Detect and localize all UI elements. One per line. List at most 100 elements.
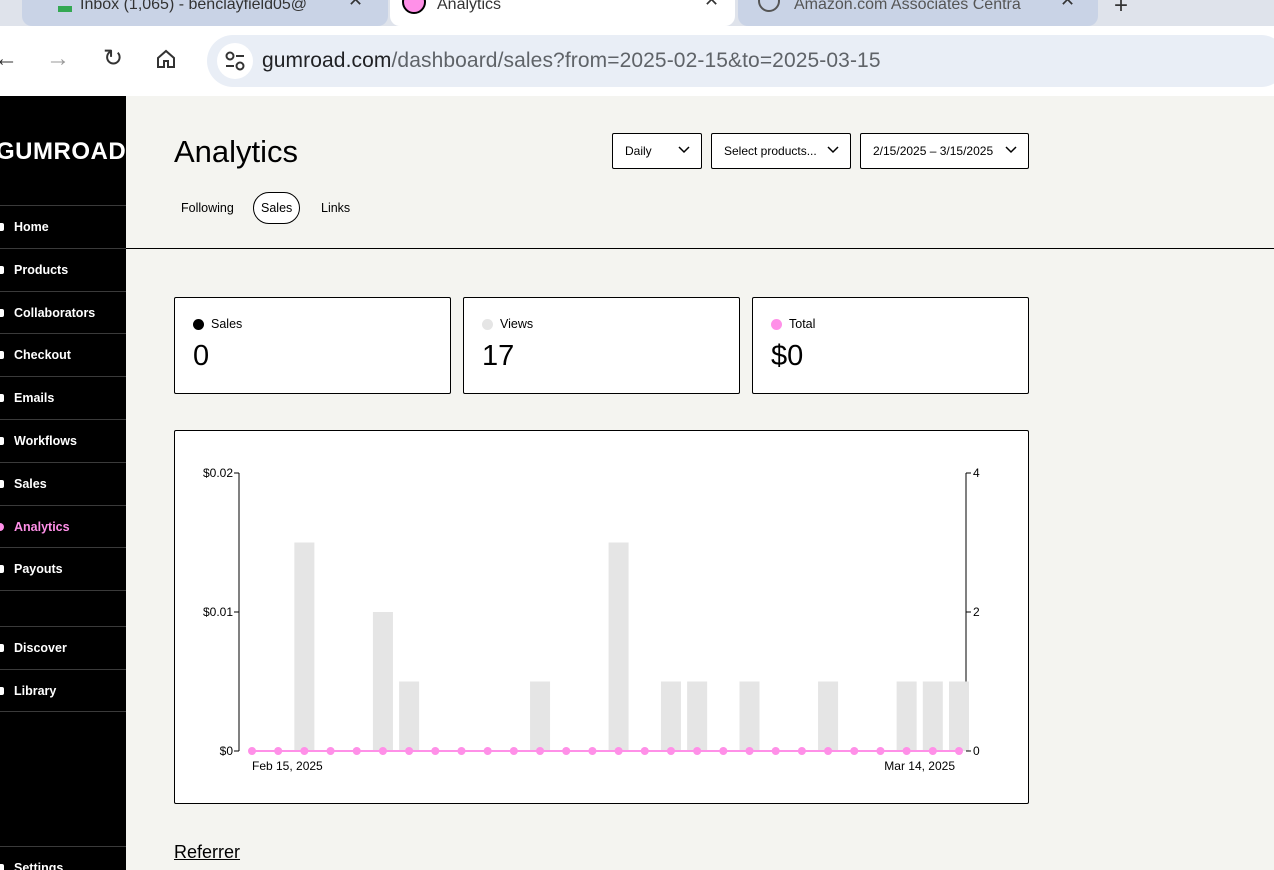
total-point xyxy=(745,747,754,755)
sidebar-item-collaborators[interactable]: Collaborators xyxy=(0,291,126,333)
products-icon xyxy=(0,265,4,274)
stat-card-views: Views 17 xyxy=(463,297,740,394)
site-settings-icon[interactable] xyxy=(217,43,253,79)
close-icon[interactable]: ✕ xyxy=(348,0,364,10)
tab-sales[interactable]: Sales xyxy=(253,192,301,224)
total-point xyxy=(850,747,859,755)
tab-following[interactable]: Following xyxy=(181,201,234,215)
views-bar xyxy=(949,681,969,751)
referrer-heading[interactable]: Referrer xyxy=(174,842,241,862)
stat-card-sales: Sales 0 xyxy=(174,297,451,394)
sidebar-item-label: Collaborators xyxy=(14,305,96,320)
total-point xyxy=(248,747,256,755)
close-icon[interactable]: ✕ xyxy=(704,0,720,10)
views-bar xyxy=(530,681,551,751)
gmail-favicon-icon xyxy=(58,6,72,12)
sales-chart: $0 $0.01 $0.02 0 2 4 Feb 15, 2025 Mar 14, 2025 xyxy=(174,430,1029,804)
sidebar-item-library[interactable]: Library xyxy=(0,669,126,711)
total-point xyxy=(955,747,963,755)
browser-tab-inbox[interactable]: Inbox (1,065) - benclayfield05@ ✕ xyxy=(22,0,388,26)
aggregation-select-value: Daily xyxy=(625,144,652,158)
chevron-down-icon xyxy=(1005,146,1017,154)
url-text: gumroad.com/dashboard/sales?from=2025-02… xyxy=(262,49,881,73)
views-bar xyxy=(896,681,917,751)
total-point xyxy=(352,747,361,755)
total-point xyxy=(719,747,728,755)
chevron-down-icon xyxy=(827,146,839,154)
browser-toolbar: ← → ↻ gumroad.com/dashboard/sales?from=2… xyxy=(0,26,1274,96)
sidebar-item-label: Emails xyxy=(14,390,55,405)
date-range-select[interactable]: 2/15/2025 – 3/15/2025 xyxy=(860,133,1029,169)
products-select[interactable]: Select products... xyxy=(711,133,851,169)
tab-title: Analytics xyxy=(437,0,502,13)
right-tick-label: 4 xyxy=(973,466,980,480)
browser-tab-amazon[interactable]: Amazon.com Associates Centra ✕ xyxy=(738,0,1098,26)
sidebar-item-analytics[interactable]: Analytics xyxy=(0,505,126,547)
right-tick-label: 0 xyxy=(973,744,980,758)
total-point xyxy=(536,747,545,755)
x-start-label: Feb 15, 2025 xyxy=(252,759,323,773)
sidebar-item-label: Settings xyxy=(14,861,64,870)
total-point xyxy=(666,747,675,755)
total-point xyxy=(928,747,937,755)
views-bar xyxy=(818,681,839,751)
aggregation-select[interactable]: Daily xyxy=(612,133,702,169)
sidebar-item-settings[interactable]: Settings xyxy=(0,846,126,870)
views-bar xyxy=(660,681,681,751)
left-tick-label: $0 xyxy=(220,744,234,758)
views-bar xyxy=(922,681,943,751)
sidebar-item-home[interactable]: Home xyxy=(0,205,126,247)
views-bar xyxy=(739,681,760,751)
total-point xyxy=(326,747,335,755)
total-point xyxy=(588,747,597,755)
stat-value: $0 xyxy=(771,340,804,372)
total-point xyxy=(771,747,780,755)
legend-dot xyxy=(193,319,204,330)
sidebar-item-discover[interactable]: Discover xyxy=(0,626,126,668)
total-point xyxy=(274,747,283,755)
gumroad-favicon-icon xyxy=(402,0,426,14)
home-icon xyxy=(0,222,4,231)
stat-label: Total xyxy=(789,317,816,331)
chart-svg: $0 $0.01 $0.02 0 2 4 Feb 15, 2025 Mar 14, 2025 xyxy=(203,466,980,773)
url-path: /dashboard/sales?from=2025-02-15&to=2025… xyxy=(391,49,881,72)
total-point xyxy=(483,747,492,755)
sidebar-item-label: Home xyxy=(14,219,49,234)
sidebar-item-checkout[interactable]: Checkout xyxy=(0,333,126,375)
tab-title: Inbox (1,065) - benclayfield05@ xyxy=(80,0,308,13)
home-icon[interactable] xyxy=(152,44,180,74)
total-point xyxy=(457,747,466,755)
views-bar xyxy=(372,612,393,751)
stat-label: Views xyxy=(500,317,534,331)
total-point xyxy=(797,747,806,755)
browser-tab-strip: Inbox (1,065) - benclayfield05@ ✕ Analyt… xyxy=(0,0,1274,26)
tab-links[interactable]: Links xyxy=(321,201,351,215)
close-icon[interactable]: ✕ xyxy=(1060,0,1076,10)
sidebar-item-label: Library xyxy=(14,683,57,698)
sidebar-item-emails[interactable]: Emails xyxy=(0,376,126,418)
back-icon[interactable]: ← xyxy=(0,45,18,72)
sidebar-item-label: Payouts xyxy=(14,561,63,576)
total-point xyxy=(640,747,649,755)
forward-icon[interactable]: → xyxy=(46,45,70,72)
settings-icon xyxy=(0,863,4,870)
analytics-icon xyxy=(0,522,4,531)
reload-icon[interactable]: ↻ xyxy=(102,45,124,72)
gumroad-logo[interactable]: GUMROAD xyxy=(0,138,127,165)
left-tick-label: $0.01 xyxy=(203,605,233,619)
sidebar-item-payouts[interactable]: Payouts xyxy=(0,547,126,589)
views-bar xyxy=(687,681,708,751)
legend-dot xyxy=(482,319,493,330)
sidebar-item-products[interactable]: Products xyxy=(0,248,126,290)
sidebar-item-sales[interactable]: Sales xyxy=(0,462,126,504)
right-tick-label: 2 xyxy=(973,605,980,619)
legend-dot xyxy=(771,319,782,330)
workflows-icon xyxy=(0,436,4,445)
page-title: Analytics xyxy=(174,134,299,169)
browser-tab-analytics[interactable]: Analytics ✕ xyxy=(390,0,735,26)
sidebar-item-label: Checkout xyxy=(14,347,71,362)
address-bar[interactable]: gumroad.com/dashboard/sales?from=2025-02… xyxy=(207,35,1274,87)
total-point xyxy=(300,747,309,755)
new-tab-icon[interactable]: + xyxy=(1114,0,1129,19)
sidebar-item-workflows[interactable]: Workflows xyxy=(0,419,126,461)
